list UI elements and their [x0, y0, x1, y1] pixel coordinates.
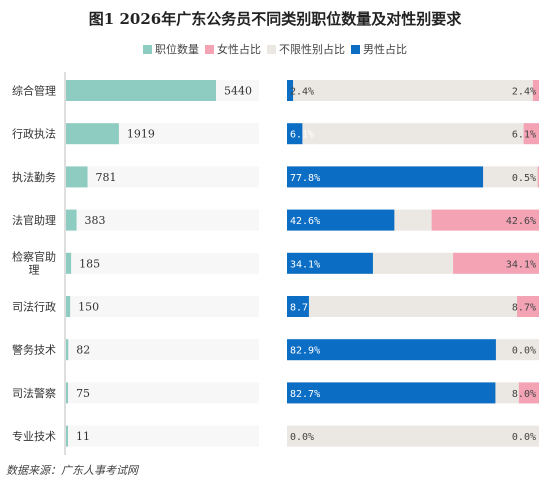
female-bar [453, 252, 539, 274]
male-bar [287, 339, 496, 361]
count-bar [66, 425, 68, 447]
category-label: 法官助理 [12, 213, 56, 227]
count-bar-track [66, 382, 259, 404]
count-value-label: 781 [96, 171, 117, 184]
female-bar [523, 123, 539, 145]
legend-label: 男性占比 [363, 43, 407, 56]
female-bar [517, 296, 539, 317]
count-bar [66, 80, 216, 101]
female-pct-label: 0.5% [512, 173, 536, 184]
count-bar [66, 382, 69, 404]
count-value-label: 11 [76, 430, 90, 443]
male-bar [287, 80, 294, 101]
male-bar [287, 123, 303, 145]
legend-item: 不限性别占比 [267, 41, 345, 57]
female-pct-label: 34.1% [506, 259, 536, 270]
count-bar-track [66, 209, 259, 231]
female-bar [431, 209, 539, 231]
count-bar-track [66, 252, 259, 274]
count-value-label: 5440 [224, 85, 252, 98]
count-value-label: 150 [78, 301, 99, 314]
female-pct-label: 2.4% [512, 87, 536, 98]
count-value-label: 82 [76, 344, 90, 357]
category-label: 执法勤务 [12, 170, 56, 184]
legend-item: 男性占比 [351, 41, 407, 57]
legend: 职位数量 女性占比 不限性别占比 男性占比 [0, 41, 550, 57]
category-label: 专业技术 [12, 429, 56, 443]
count-bar-track [66, 339, 259, 361]
category-label: 理 [29, 263, 40, 276]
category-label: 检察官助 [12, 249, 56, 263]
category-label: 行政执法 [12, 127, 56, 141]
female-bar [537, 166, 539, 188]
count-bar [66, 339, 69, 361]
female-pct-label: 0.0% [512, 432, 536, 443]
count-bar-track [66, 425, 259, 447]
count-bar [66, 123, 119, 145]
count-bar [66, 209, 77, 231]
legend-swatch [267, 45, 276, 54]
chart-title: 图1 2026年广东公务员不同类别职位数量及对性别要求 [88, 10, 462, 28]
unlimited-bar [287, 296, 539, 317]
female-pct-label: 8.0% [512, 389, 536, 400]
count-bar [66, 166, 88, 188]
male-bar [287, 382, 496, 404]
female-pct-label: 8.7% [512, 303, 536, 314]
male-pct-label: 34.1% [290, 259, 320, 270]
male-bar [287, 209, 395, 231]
male-bar [287, 166, 484, 188]
male-pct-label: 82.7% [290, 389, 320, 400]
male-pct-label: 82.9% [290, 346, 320, 357]
count-value-label: 1919 [127, 128, 155, 141]
count-bar [66, 296, 71, 317]
legend-label: 不限性别占比 [279, 43, 345, 56]
category-label: 司法行政 [12, 300, 56, 314]
source-note: 数据来源：广东人事考试网 [6, 464, 138, 477]
category-label: 警务技术 [12, 343, 56, 357]
male-pct-label: 42.6% [290, 216, 320, 227]
male-pct-label: 8.7 [290, 303, 308, 314]
count-bar-track [66, 296, 259, 317]
legend-swatch [351, 45, 360, 54]
female-pct-label: 0.0% [512, 346, 536, 357]
male-pct-label: 77.8% [290, 173, 320, 184]
count-bar [66, 252, 72, 274]
female-bar [518, 382, 539, 404]
legend-swatch [205, 45, 214, 54]
category-label: 司法警察 [12, 386, 56, 400]
legend-swatch [143, 45, 152, 54]
legend-label: 职位数量 [155, 43, 199, 56]
female-pct-label: 6.1% [512, 130, 536, 141]
male-bar [287, 252, 373, 274]
unlimited-bar [287, 123, 539, 145]
count-bar-track [66, 166, 259, 188]
female-bar [532, 80, 539, 101]
unlimited-bar [287, 425, 539, 447]
count-value-label: 185 [79, 257, 100, 270]
count-value-label: 383 [85, 214, 106, 227]
category-label: 综合管理 [12, 84, 56, 98]
legend-label: 女性占比 [217, 43, 261, 56]
legend-item: 女性占比 [205, 41, 261, 57]
male-pct-label: 2.4% [290, 87, 314, 98]
count-value-label: 75 [76, 387, 90, 400]
male-pct-label: 6.1% [290, 130, 314, 141]
male-bar [287, 296, 309, 317]
legend-item: 职位数量 [143, 41, 199, 57]
female-pct-label: 42.6% [506, 216, 536, 227]
male-pct-label: 0.0% [290, 432, 314, 443]
unlimited-bar [287, 80, 539, 101]
